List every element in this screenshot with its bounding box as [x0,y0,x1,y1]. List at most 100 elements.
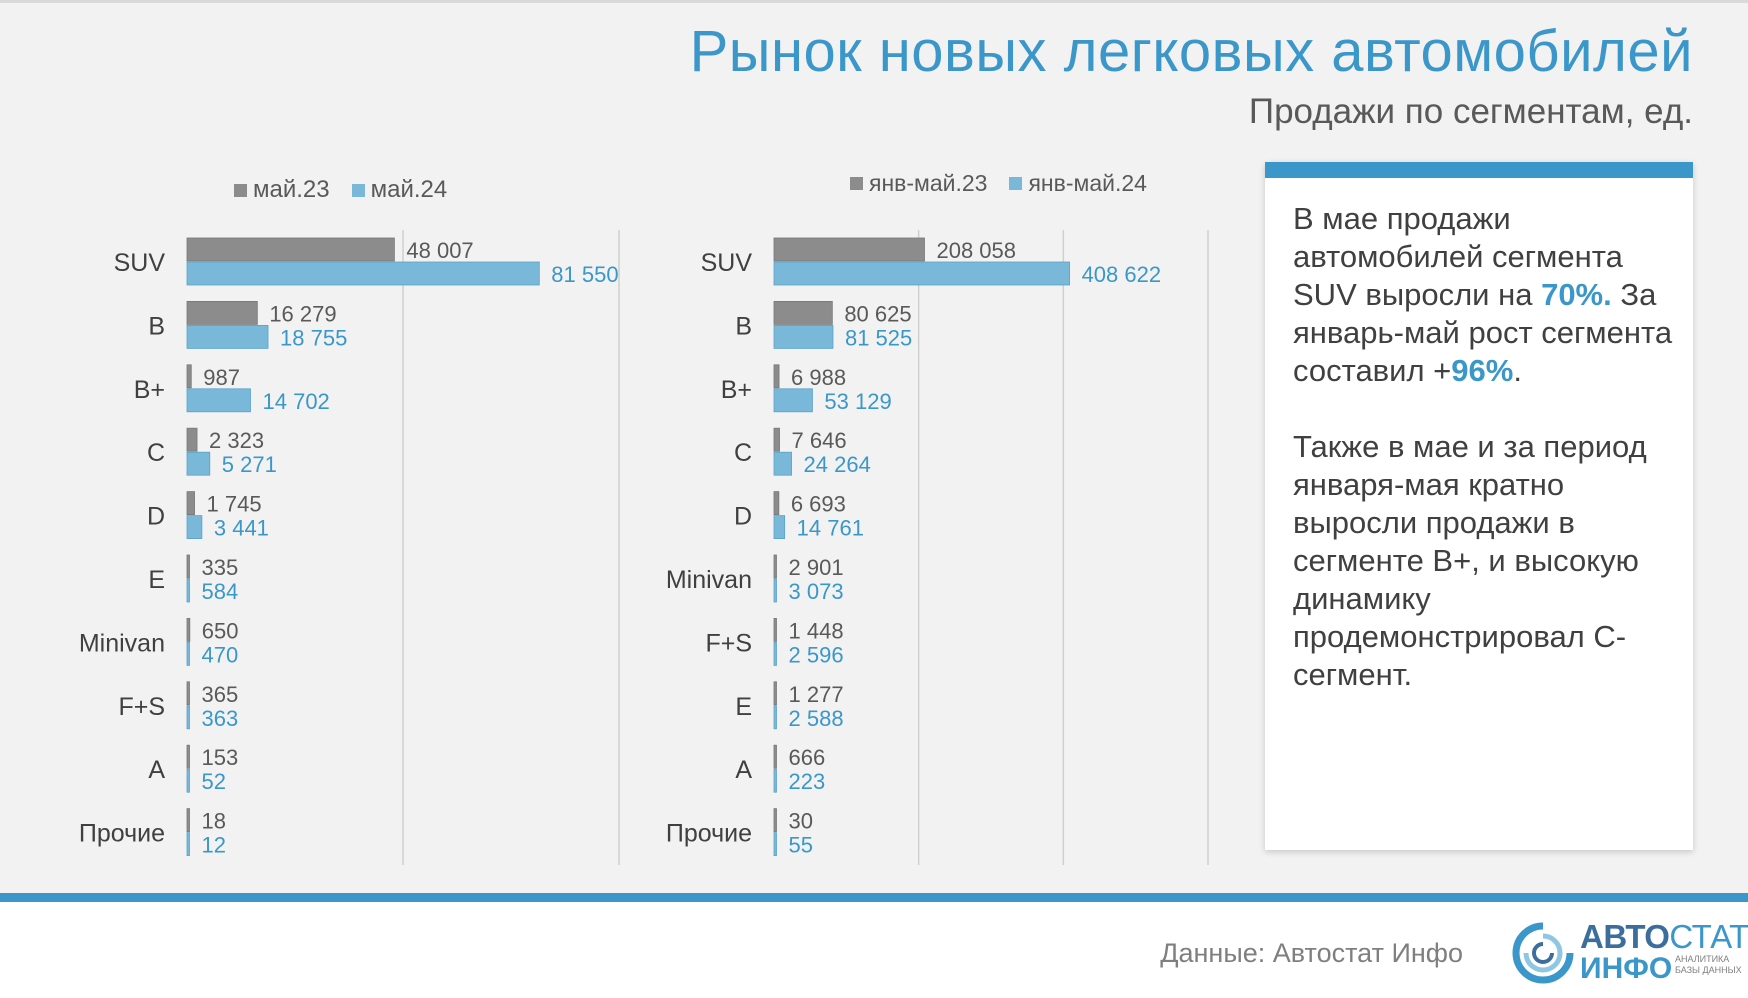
info-text-part: В мае продажи автомобилей сегмента SUV в… [1293,201,1623,312]
logo-part2: СТАТ [1669,918,1748,955]
category-label: B+ [721,376,752,404]
bar-prev [186,744,190,769]
category-label: D [147,503,165,531]
legend-swatch [351,183,365,197]
category-label: Minivan [666,566,752,594]
bar-prev [773,744,777,769]
footer-line [0,893,1748,902]
category-label: C [734,439,752,467]
value-label-prev: 1 745 [207,492,262,517]
bar-curr [773,768,777,793]
source-text: Данные: Автостат Инфо [1160,938,1463,968]
bar-curr [186,832,190,856]
bar-prev [186,237,395,262]
chart1-legend: май.23 май.24 [234,176,447,204]
bar-curr [773,832,777,856]
bar-curr [186,324,269,349]
legend-item-prev: май.23 [234,176,330,204]
value-label-curr: 81 525 [845,325,912,350]
legend-swatch [1009,177,1023,190]
bar-curr [773,451,792,476]
value-label-prev: 1 448 [789,618,844,643]
value-label-curr: 12 [202,833,226,858]
category-label: E [735,693,752,721]
value-label-prev: 365 [202,682,239,707]
bar-prev [773,364,780,389]
value-label-prev: 6 693 [791,492,846,517]
value-label-prev: 2 901 [789,555,844,580]
bar-curr [773,578,777,603]
value-label-curr: 363 [202,706,239,731]
category-label: SUV [114,249,166,277]
bar-prev [186,681,190,706]
bar-curr [773,261,1070,286]
legend-label: янв-май.24 [1028,170,1147,196]
bar-curr [186,768,190,793]
page-subtitle: Продажи по сегментам, ед. [1248,92,1693,131]
bar-curr [186,705,190,730]
value-label-prev: 208 058 [936,238,1016,263]
value-label-prev: 335 [202,555,239,580]
value-label-prev: 30 [789,809,813,834]
bar-prev [773,237,925,262]
bar-prev [186,618,191,642]
value-label-curr: 81 550 [551,262,618,287]
value-label-curr: 24 264 [804,452,871,477]
chart2-legend: янв-май.23 янв-май.24 [850,170,1147,197]
info-paragraph-2: Также в мае и за период января-мая кратн… [1293,429,1647,692]
value-label-prev: 987 [203,365,240,390]
bar-curr [773,388,813,413]
value-label-curr: 18 755 [280,325,347,350]
bar-prev [773,808,777,832]
footer [0,902,1748,998]
value-label-curr: 408 622 [1082,262,1162,287]
logo-line2: ИНФО [1580,952,1673,985]
info-box-stripe [1265,162,1693,178]
bar-curr [186,261,540,286]
highlight-70: 70%. [1541,277,1612,312]
legend-item-prev: янв-май.23 [850,170,987,197]
bar-prev [773,618,777,642]
category-label: F+S [118,693,165,721]
category-label: A [148,756,165,784]
category-label: C [147,439,165,467]
bar-prev [773,681,777,706]
value-label-curr: 53 129 [824,389,891,414]
value-label-prev: 6 988 [791,365,846,390]
value-label-prev: 1 277 [789,682,844,707]
value-label-prev: 153 [202,745,239,770]
legend-item-curr: май.24 [351,176,447,204]
legend-label: янв-май.23 [869,170,988,196]
legend-swatch [234,183,247,197]
bar-prev [186,491,195,516]
bar-prev [186,300,258,325]
value-label-curr: 2 596 [789,642,844,667]
value-label-prev: 666 [789,745,826,770]
value-label-prev: 7 646 [792,428,847,453]
logo-swirl-icon [1512,922,1574,984]
value-label-curr: 223 [789,769,826,794]
info-text: В мае продажи автомобилей сегмента SUV в… [1293,200,1683,694]
bar-prev [773,427,780,452]
value-label-prev: 18 [202,809,226,834]
value-label-curr: 14 702 [263,389,330,414]
bar-curr [773,705,777,730]
category-label: SUV [701,249,753,277]
category-label: A [735,756,752,784]
value-label-curr: 55 [789,833,813,858]
value-label-prev: 80 625 [844,301,911,326]
value-label-prev: 650 [202,618,239,643]
info-box: В мае продажи автомобилей сегмента SUV в… [1265,162,1693,850]
page-title: Рынок новых легковых автомобилей [689,19,1693,84]
bar-curr [186,642,190,666]
bar-prev [186,808,190,832]
category-label: B [148,312,165,340]
value-label-prev: 2 323 [209,428,264,453]
value-label-prev: 48 007 [406,238,473,263]
legend-label: май.23 [253,176,330,203]
bar-prev [773,300,833,325]
bar-curr [186,515,203,539]
category-label: D [734,503,752,531]
